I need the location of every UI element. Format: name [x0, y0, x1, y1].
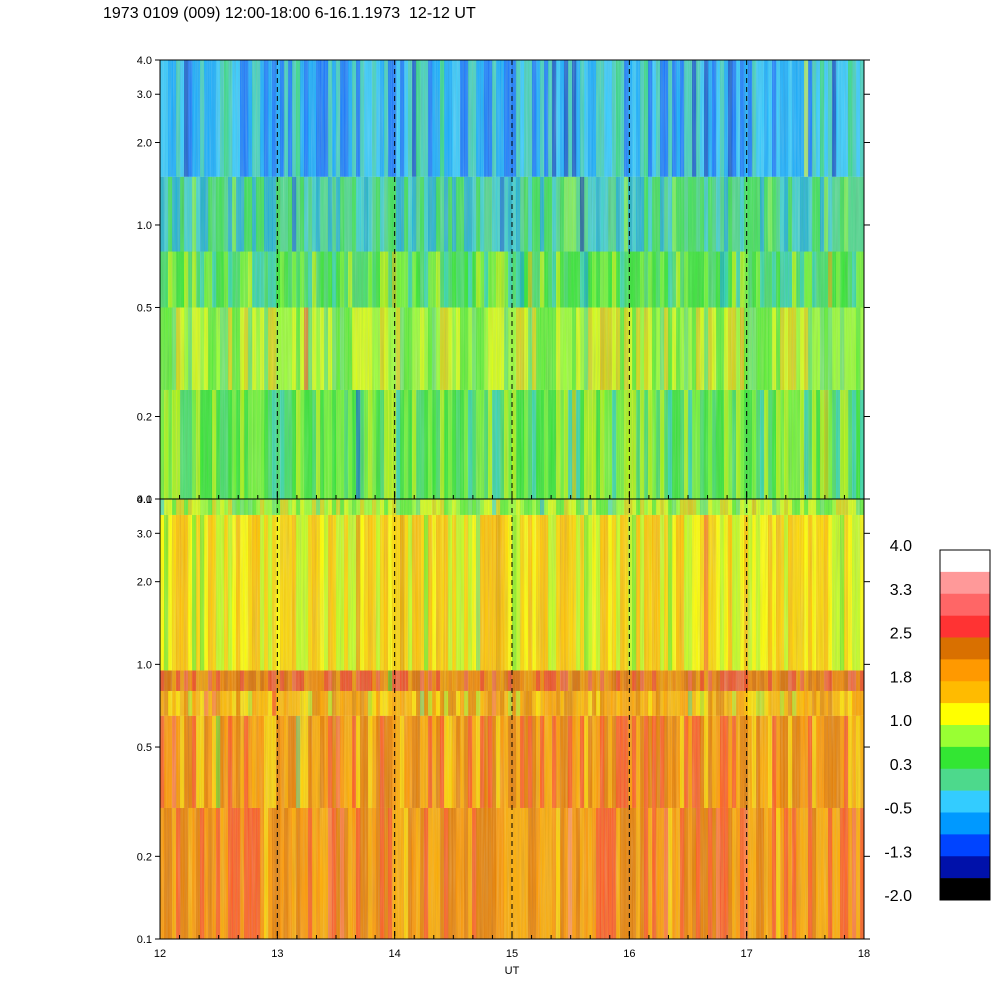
- colorbar-label: 3.3: [890, 582, 912, 599]
- colorbar-swatch: [940, 768, 990, 791]
- y-tick-label: 0.1: [137, 934, 152, 946]
- colorbar-swatch: [940, 812, 990, 835]
- colorbar-swatch: [940, 725, 990, 748]
- colorbar-swatch: [940, 550, 990, 573]
- x-tick-label: 14: [389, 948, 401, 960]
- chart-title: 1973 0109 (009) 12:00-18:00 6-16.1.1973 …: [103, 5, 476, 22]
- y-tick-label: 0.2: [137, 412, 152, 424]
- heatmap-panels: 0.10.20.51.02.03.04.00.10.20.51.02.03.04…: [137, 55, 870, 977]
- y-tick-label: 0.5: [137, 302, 152, 314]
- colorbar-swatch: [940, 703, 990, 726]
- colorbar-swatch: [940, 659, 990, 682]
- colorbar-label: -2.0: [884, 888, 912, 905]
- y-tick-label: 0.2: [137, 851, 152, 863]
- y-tick-label: 1.0: [137, 659, 152, 671]
- colorbar-swatch: [940, 681, 990, 704]
- y-tick-label: 2.0: [137, 577, 152, 589]
- colorbar-swatch: [940, 746, 990, 770]
- panel-lower: 0.1 0.2 0.5 1.0 2.0 3.0 4.0 12 13 14 15 16 17 18 UT: [137, 494, 870, 977]
- panel-upper: 0.1 0.2 0.5 1.0 2.0 3.0 4.0: [137, 55, 870, 506]
- y-tick-label: 4.0: [137, 55, 152, 67]
- y-tick-label: 3.0: [137, 528, 152, 540]
- x-tick-label: 12: [154, 948, 166, 960]
- y-tick-label: 1.0: [137, 220, 152, 232]
- colorbar-frame: [939, 549, 991, 901]
- y-tick-label: 0.5: [137, 742, 152, 754]
- y-tick-label: 0.1: [137, 494, 152, 506]
- y-tick-label: 4.0: [137, 494, 152, 506]
- colorbar-swatch: [940, 615, 990, 638]
- x-tick-label: 17: [741, 948, 753, 960]
- y-tick-label: 2.0: [137, 137, 152, 149]
- x-tick-label: 15: [506, 948, 518, 960]
- x-axis-label: UT: [505, 965, 520, 977]
- colorbar-label: 2.5: [890, 626, 912, 643]
- colorbar-swatch: [940, 637, 990, 660]
- colorbar-swatch: [940, 878, 990, 901]
- y-tick-label: 3.0: [137, 89, 152, 101]
- colorbar-swatch: [940, 790, 990, 813]
- x-tick-label: 13: [271, 948, 283, 960]
- colorbar: 4.0 3.3 2.5 1.8 1.0 0.3 -0.5 -1.3 -2.0: [884, 538, 991, 905]
- colorbar-swatch: [940, 834, 990, 857]
- colorbar-label: 4.0: [890, 538, 912, 555]
- x-tick-label: 16: [623, 948, 635, 960]
- x-tick-label: 18: [858, 948, 870, 960]
- colorbar-label: 0.3: [890, 757, 912, 774]
- colorbar-swatch: [940, 856, 990, 879]
- colorbar-label: -1.3: [884, 844, 912, 861]
- colorbar-swatch: [940, 593, 990, 616]
- colorbar-label: -0.5: [884, 801, 912, 818]
- colorbar-swatch: [940, 571, 990, 595]
- colorbar-label: 1.0: [890, 713, 912, 730]
- colorbar-label: 1.8: [890, 669, 912, 686]
